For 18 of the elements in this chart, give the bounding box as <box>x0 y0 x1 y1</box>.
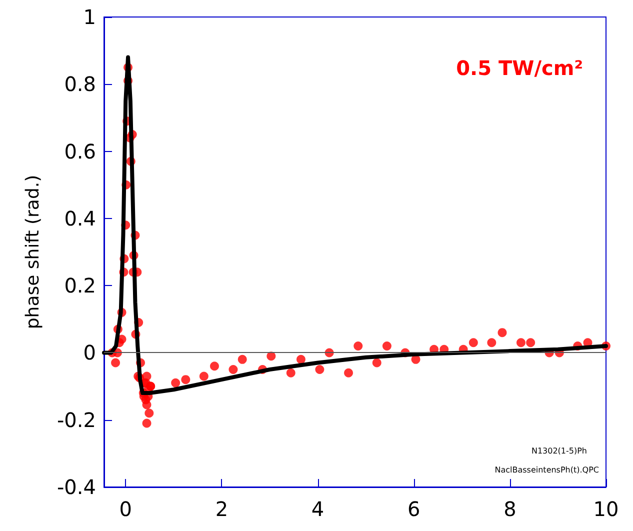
y-axis-title: phase shift (rad.) <box>22 174 44 330</box>
x-tick-label: 4 <box>311 497 324 521</box>
x-tick-label: 2 <box>215 497 228 521</box>
annotation: NaclBasseintensPh(t).QPC <box>494 466 600 474</box>
y-tick-label: 0 <box>83 340 96 365</box>
y-tick-label: 0.4 <box>64 206 96 230</box>
x-tick-label: 8 <box>504 497 516 521</box>
y-tick-label: -0.2 <box>56 408 96 432</box>
annotation: 0.5 TW/cm² <box>456 56 584 80</box>
y-tick-label: 0.8 <box>64 72 96 96</box>
annotation: N1302(1-5)Ph <box>531 446 587 456</box>
y-tick-label: 0.2 <box>64 274 96 298</box>
y-tick-label: 1 <box>83 5 96 29</box>
x-tick-label: 0 <box>119 497 132 521</box>
y-tick-label: -0.4 <box>56 475 96 499</box>
x-tick-label: 10 <box>593 497 619 521</box>
y-tick-label: 0.6 <box>64 139 96 164</box>
x-tick-label: 6 <box>407 497 420 521</box>
